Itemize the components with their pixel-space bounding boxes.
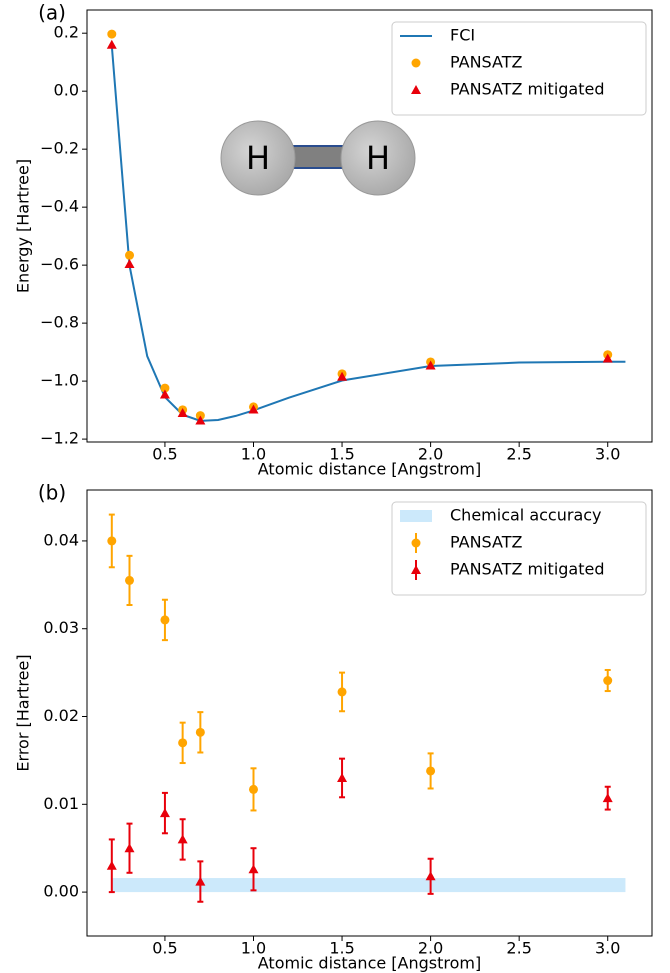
y-tick-label: 0.2 xyxy=(54,23,79,42)
x-tick-label: 3.0 xyxy=(595,939,620,958)
plot-area xyxy=(106,513,626,903)
point xyxy=(337,371,348,381)
plot-area xyxy=(106,29,626,425)
x-tick-label: 1.0 xyxy=(241,445,266,464)
y-tick-label: −0.8 xyxy=(40,313,79,332)
legend-label: PANSATZ xyxy=(450,53,522,72)
legend-label: PANSATZ mitigated xyxy=(450,560,605,579)
y-axis-label: Energy [Hartree] xyxy=(14,159,33,293)
y-tick-label: −0.2 xyxy=(40,139,79,158)
point xyxy=(178,738,188,748)
point xyxy=(160,383,170,393)
legend-swatch xyxy=(411,58,421,68)
x-axis-label: Atomic distance [Angstrom] xyxy=(258,954,481,973)
panel-label: (a) xyxy=(38,1,66,25)
point xyxy=(426,766,436,776)
y-tick-label: −1.2 xyxy=(40,429,79,448)
point xyxy=(337,772,348,782)
y-tick-label: 0.02 xyxy=(43,706,79,725)
y-axis-label: Error [Hartree] xyxy=(14,654,33,771)
point xyxy=(106,39,117,49)
point xyxy=(248,784,258,794)
x-tick-label: 1.5 xyxy=(329,939,354,958)
legend-label: FCI xyxy=(450,26,475,45)
point xyxy=(177,408,188,418)
x-tick-label: 1.0 xyxy=(241,939,266,958)
point xyxy=(159,389,170,399)
x-axis-label: Atomic distance [Angstrom] xyxy=(258,460,481,479)
point xyxy=(177,834,188,844)
point xyxy=(124,258,135,268)
y-tick-label: 0.01 xyxy=(43,794,79,813)
fci-line xyxy=(110,45,626,422)
legend-label: PANSATZ mitigated xyxy=(450,80,605,99)
atom-label: H xyxy=(246,139,270,177)
point xyxy=(160,615,170,625)
point xyxy=(125,575,135,585)
x-tick-label: 3.0 xyxy=(595,445,620,464)
accuracy-band xyxy=(111,878,626,893)
y-tick-label: −1.0 xyxy=(40,371,79,390)
legend-box xyxy=(391,21,647,116)
point xyxy=(602,353,613,363)
legend-swatch xyxy=(411,565,421,574)
legend-label: PANSATZ xyxy=(450,533,522,552)
atom xyxy=(340,120,416,196)
point xyxy=(425,871,436,881)
point xyxy=(107,536,117,546)
x-tick-label: 1.5 xyxy=(329,445,354,464)
point xyxy=(603,676,613,686)
x-tick-label: 2.5 xyxy=(506,939,531,958)
legend-swatch xyxy=(411,85,421,94)
y-tick-label: 0.04 xyxy=(43,530,79,549)
legend-swatch xyxy=(411,538,421,548)
point xyxy=(107,29,117,39)
legend-swatch xyxy=(400,510,432,522)
point xyxy=(159,808,170,818)
y-tick-label: 0.0 xyxy=(54,81,79,100)
point xyxy=(248,404,259,414)
y-tick-label: −0.4 xyxy=(40,197,79,216)
x-tick-label: 2.0 xyxy=(418,939,443,958)
point xyxy=(248,864,259,874)
y-tick-label: −0.6 xyxy=(40,255,79,274)
x-tick-label: 2.0 xyxy=(418,445,443,464)
point xyxy=(195,876,206,886)
molecule: H H xyxy=(220,120,416,196)
legend-label: Chemical accuracy xyxy=(450,506,602,525)
y-tick-label: 0.00 xyxy=(43,882,79,901)
point xyxy=(195,727,205,737)
point xyxy=(337,687,347,697)
x-tick-label: 0.5 xyxy=(152,445,177,464)
point xyxy=(124,843,135,853)
y-tick-label: 0.03 xyxy=(43,618,79,637)
point xyxy=(106,860,117,870)
point xyxy=(602,793,613,803)
legend-box xyxy=(391,501,647,596)
point xyxy=(125,250,135,260)
point xyxy=(425,360,436,370)
x-tick-label: 2.5 xyxy=(506,445,531,464)
panel-label: (b) xyxy=(38,481,66,505)
axes-frame xyxy=(86,9,653,443)
atom xyxy=(220,120,296,196)
point xyxy=(195,415,206,425)
x-tick-label: 0.5 xyxy=(152,939,177,958)
axes-frame xyxy=(86,489,653,937)
atom-label: H xyxy=(366,139,390,177)
